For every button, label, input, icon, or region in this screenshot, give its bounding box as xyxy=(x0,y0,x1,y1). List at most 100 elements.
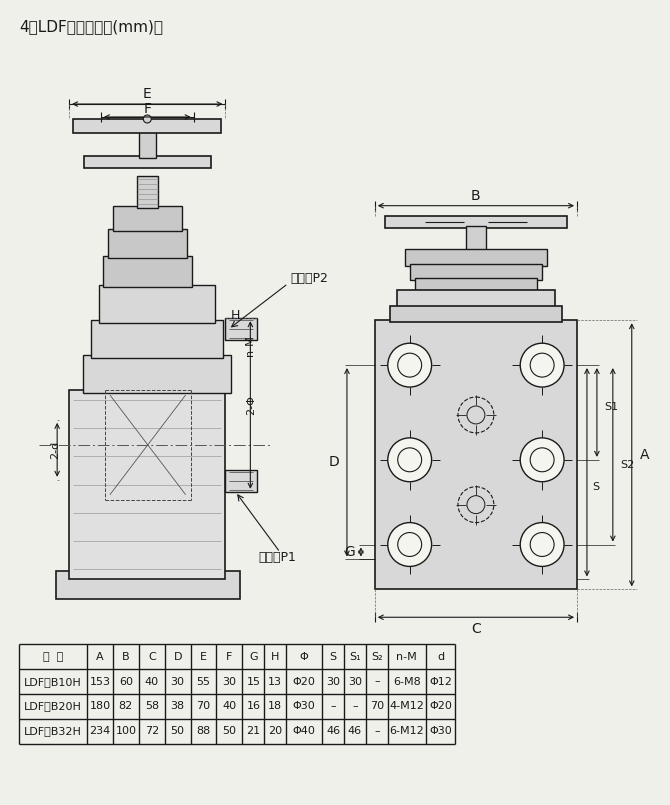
Text: LDF－B10H: LDF－B10H xyxy=(24,676,82,687)
Bar xyxy=(139,131,155,158)
Bar xyxy=(415,279,537,292)
Text: C: C xyxy=(148,651,155,662)
Text: –: – xyxy=(330,701,336,712)
Text: G: G xyxy=(249,651,258,662)
Text: B: B xyxy=(122,651,130,662)
Bar xyxy=(113,206,182,230)
Text: 30: 30 xyxy=(326,676,340,687)
Text: d: d xyxy=(437,651,444,662)
Bar xyxy=(73,119,222,133)
Bar xyxy=(56,572,241,599)
Text: 40: 40 xyxy=(145,676,159,687)
Text: H: H xyxy=(271,651,279,662)
Text: 30: 30 xyxy=(171,676,185,687)
Bar xyxy=(84,156,210,167)
Text: Φ40: Φ40 xyxy=(293,726,316,737)
Text: S₁: S₁ xyxy=(349,651,360,662)
Text: 72: 72 xyxy=(145,726,159,737)
Text: S₂: S₂ xyxy=(371,651,383,662)
Text: 88: 88 xyxy=(196,726,210,737)
Text: 58: 58 xyxy=(145,701,159,712)
Text: H: H xyxy=(230,309,240,322)
Bar xyxy=(137,175,157,208)
Text: 234: 234 xyxy=(89,726,111,737)
Text: S2: S2 xyxy=(620,460,634,470)
Circle shape xyxy=(388,438,431,481)
Text: G: G xyxy=(344,545,355,559)
Text: D: D xyxy=(174,651,182,662)
Text: Φ20: Φ20 xyxy=(429,701,452,712)
Text: D: D xyxy=(328,456,339,469)
Bar xyxy=(226,318,257,341)
Circle shape xyxy=(520,522,564,567)
Text: E: E xyxy=(200,651,207,662)
Text: S1: S1 xyxy=(604,402,618,412)
Text: 6-M12: 6-M12 xyxy=(389,726,424,737)
Circle shape xyxy=(520,438,564,481)
Bar xyxy=(375,320,577,589)
Bar xyxy=(83,355,231,393)
Text: 15: 15 xyxy=(247,676,261,687)
Text: LDF－B32H: LDF－B32H xyxy=(24,726,82,737)
Text: 4-M12: 4-M12 xyxy=(389,701,424,712)
Text: E: E xyxy=(143,87,151,101)
Text: Φ30: Φ30 xyxy=(429,726,452,737)
Text: A: A xyxy=(96,651,104,662)
Text: 21: 21 xyxy=(247,726,261,737)
Text: Φ12: Φ12 xyxy=(429,676,452,687)
Text: 153: 153 xyxy=(90,676,111,687)
Bar xyxy=(397,291,555,308)
Text: 18: 18 xyxy=(268,701,282,712)
Bar xyxy=(99,286,216,324)
Text: n-M: n-M xyxy=(245,335,255,356)
Text: 30: 30 xyxy=(222,676,237,687)
Text: –: – xyxy=(374,726,380,737)
Bar xyxy=(390,307,562,322)
Text: 2-d: 2-d xyxy=(50,440,60,459)
Text: 16: 16 xyxy=(247,701,261,712)
Text: 180: 180 xyxy=(89,701,111,712)
Bar xyxy=(108,229,187,258)
Text: 40: 40 xyxy=(222,701,237,712)
Text: Φ20: Φ20 xyxy=(293,676,316,687)
Bar xyxy=(91,320,224,358)
Text: 进油口P1: 进油口P1 xyxy=(259,551,296,564)
Text: –: – xyxy=(352,701,358,712)
Text: 2-Φ: 2-Φ xyxy=(247,395,257,415)
Text: 70: 70 xyxy=(370,701,384,712)
Text: S: S xyxy=(330,651,336,662)
Bar xyxy=(405,249,547,266)
Text: –: – xyxy=(374,676,380,687)
Text: Φ: Φ xyxy=(299,651,308,662)
Text: 型  号: 型 号 xyxy=(43,651,63,662)
Text: 50: 50 xyxy=(222,726,237,737)
Text: 60: 60 xyxy=(119,676,133,687)
Circle shape xyxy=(143,115,151,123)
Text: 50: 50 xyxy=(171,726,185,737)
Bar xyxy=(69,390,226,580)
Text: LDF－B20H: LDF－B20H xyxy=(24,701,82,712)
Bar xyxy=(385,216,567,228)
Text: 出油口P2: 出油口P2 xyxy=(290,272,328,285)
Circle shape xyxy=(388,522,431,567)
Text: 30: 30 xyxy=(348,676,362,687)
Text: 82: 82 xyxy=(119,701,133,712)
Text: 100: 100 xyxy=(115,726,137,737)
Bar xyxy=(103,255,192,287)
Text: n-M: n-M xyxy=(397,651,417,662)
Bar xyxy=(226,470,257,492)
Text: 6-M8: 6-M8 xyxy=(393,676,421,687)
Text: 55: 55 xyxy=(196,676,210,687)
Circle shape xyxy=(388,343,431,387)
Text: Φ30: Φ30 xyxy=(293,701,316,712)
Bar xyxy=(466,225,486,250)
Text: F: F xyxy=(143,102,151,116)
Text: 70: 70 xyxy=(196,701,210,712)
Text: 13: 13 xyxy=(268,676,282,687)
Text: 38: 38 xyxy=(171,701,185,712)
Text: F: F xyxy=(226,651,232,662)
Text: S: S xyxy=(592,482,599,492)
Text: 46: 46 xyxy=(326,726,340,737)
Circle shape xyxy=(520,343,564,387)
Text: A: A xyxy=(640,448,649,462)
